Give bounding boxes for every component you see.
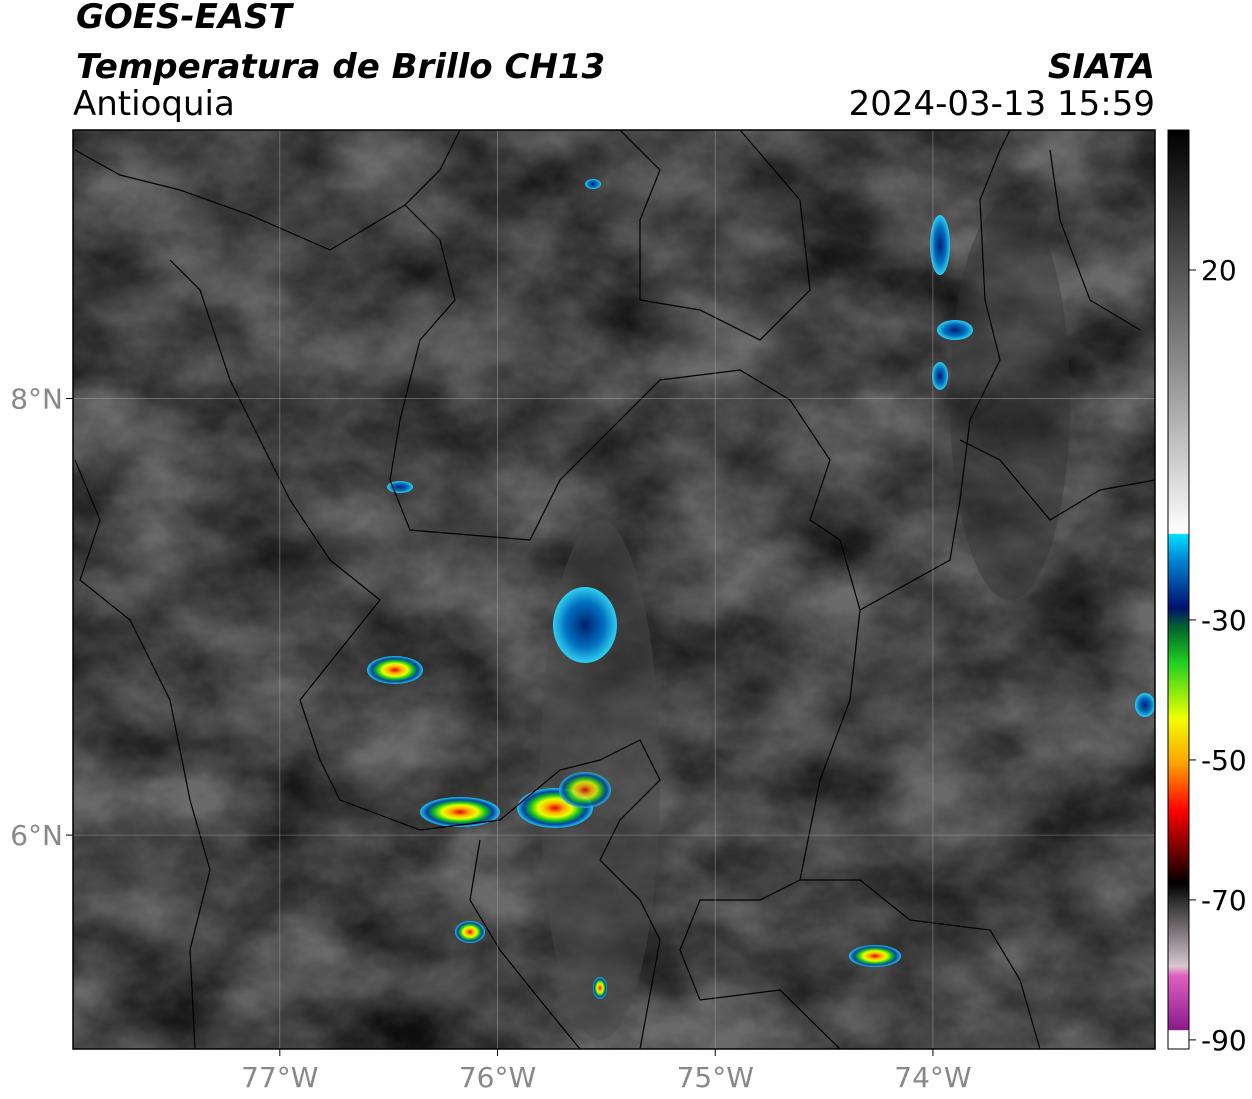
cloud-cell xyxy=(937,320,973,340)
cloud-cell xyxy=(849,945,901,967)
x-tick-label: 77°W xyxy=(241,1061,318,1094)
map-frame xyxy=(72,129,1156,1050)
colorbar xyxy=(1167,129,1190,1050)
x-tick-label: 76°W xyxy=(459,1061,536,1094)
datetime: 2024-03-13 15:59 xyxy=(849,84,1155,124)
grid xyxy=(73,130,1155,1049)
y-tick-label: 6°N xyxy=(10,819,63,852)
subtitle: Temperatura de Brillo CH13 xyxy=(76,47,605,87)
colorbar-tick-label: -70 xyxy=(1201,884,1247,917)
borders xyxy=(74,130,1155,1049)
cloud-cell xyxy=(559,772,611,808)
cloud-cell xyxy=(455,921,485,943)
colorbar-tick-label: -90 xyxy=(1201,1024,1247,1057)
source: SIATA xyxy=(1048,47,1155,87)
imagery xyxy=(73,130,1155,1049)
cloud-cell xyxy=(585,179,601,189)
cloud-cell xyxy=(420,797,500,827)
cloud-cell xyxy=(593,977,607,999)
cloud-cell xyxy=(553,587,617,663)
cloud-cell xyxy=(367,656,423,684)
colorbar-tick-label: -30 xyxy=(1201,604,1247,637)
colorbar-tick-label: -50 xyxy=(1201,744,1247,777)
title: GOES-EAST xyxy=(76,0,295,37)
region: Antioquia xyxy=(73,84,235,124)
x-tick-label: 74°W xyxy=(894,1061,971,1094)
cloud-cell xyxy=(1135,693,1155,717)
cloud-cell xyxy=(930,215,950,275)
cloud-cell xyxy=(932,362,948,390)
colorbar-tick-label: 20 xyxy=(1201,254,1237,287)
dark-band xyxy=(950,200,1070,600)
y-tick-label: 8°N xyxy=(10,382,63,415)
x-tick-label: 75°W xyxy=(677,1061,754,1094)
